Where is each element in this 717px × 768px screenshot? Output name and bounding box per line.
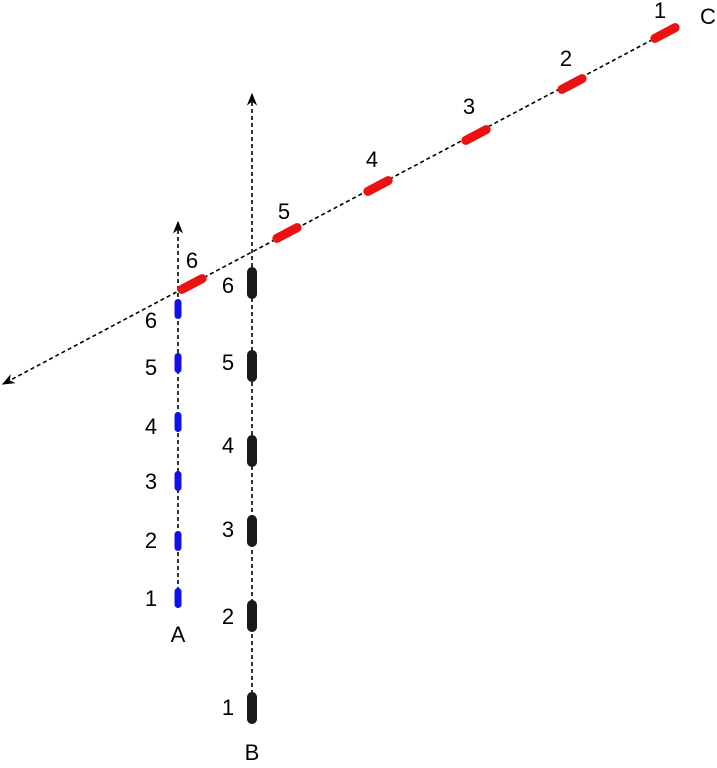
position-label: 3 — [145, 469, 157, 494]
vessel — [247, 515, 257, 547]
vessel — [650, 23, 680, 43]
vessel — [247, 350, 257, 382]
vessel — [247, 267, 257, 299]
position-label: 1 — [654, 0, 666, 23]
vessel — [177, 274, 207, 294]
position-label: 4 — [222, 433, 234, 458]
vessel — [557, 74, 587, 94]
vessel — [247, 692, 257, 724]
position-label: 6 — [186, 248, 198, 273]
vessel — [174, 588, 182, 608]
vessel — [461, 125, 491, 145]
vessel — [174, 353, 182, 373]
position-label: 2 — [560, 46, 572, 71]
track-c-line — [1, 32, 666, 385]
vessel — [247, 435, 257, 467]
position-label: 2 — [145, 528, 157, 553]
vessel — [174, 471, 182, 491]
track-label: C — [700, 4, 716, 29]
position-label: 6 — [222, 273, 234, 298]
position-label: 5 — [222, 350, 234, 375]
track-label: B — [245, 740, 260, 765]
vessel — [272, 223, 302, 243]
vessel — [247, 600, 257, 632]
track-label: A — [171, 622, 186, 647]
vessel — [174, 299, 182, 319]
position-label: 4 — [145, 414, 157, 439]
position-label: 5 — [145, 355, 157, 380]
position-label: 6 — [145, 308, 157, 333]
position-label: 1 — [222, 695, 234, 720]
position-label: 2 — [222, 604, 234, 629]
vessel — [363, 176, 393, 196]
position-label: 3 — [463, 94, 475, 119]
position-label: 3 — [222, 517, 234, 542]
position-label: 4 — [366, 147, 378, 172]
vessel — [174, 531, 182, 551]
vessel — [174, 412, 182, 432]
position-label: 1 — [145, 586, 157, 611]
position-label: 5 — [278, 199, 290, 224]
